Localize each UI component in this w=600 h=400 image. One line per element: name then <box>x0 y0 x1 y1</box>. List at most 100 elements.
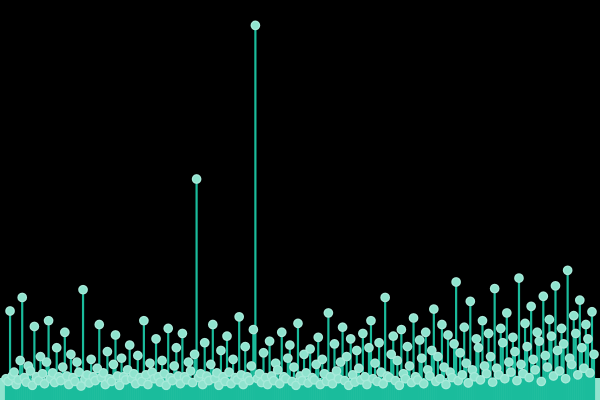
stem-marker <box>39 378 50 389</box>
stem-marker <box>428 304 439 314</box>
stem-marker <box>497 337 508 348</box>
stem-marker <box>418 378 429 389</box>
stem-marker <box>353 363 364 374</box>
stem-marker <box>392 355 403 366</box>
stem-marker <box>293 318 303 329</box>
stem-marker <box>526 301 536 312</box>
stem-marker <box>110 330 121 340</box>
stem-marker <box>506 367 516 377</box>
stem-marker <box>465 296 476 307</box>
stem-marker <box>177 328 188 339</box>
stem-marker <box>443 330 453 340</box>
stem-marker <box>562 265 573 276</box>
stem-marker <box>380 292 391 303</box>
stem-marker <box>374 337 384 348</box>
stem-marker <box>424 371 435 381</box>
stem-marker <box>542 362 553 372</box>
stem-marker <box>151 334 161 344</box>
stem-marker <box>550 280 561 291</box>
stem-marker <box>459 322 470 333</box>
stem-marker <box>576 342 587 353</box>
stem-marker <box>9 367 19 377</box>
stem-marker <box>546 331 557 341</box>
stem-marker <box>106 376 117 387</box>
stem-marker <box>455 347 466 358</box>
stem-marker <box>501 308 512 318</box>
stem-marker <box>78 284 88 295</box>
stem-marker <box>250 20 261 31</box>
stem-marker <box>589 349 599 360</box>
stem-marker <box>51 342 62 353</box>
stem-marker <box>15 355 26 366</box>
stem-marker <box>240 341 251 352</box>
stem-marker <box>59 327 70 338</box>
stem-marker <box>66 349 76 360</box>
stem-marker <box>57 362 68 372</box>
stem-marker <box>426 345 437 356</box>
stem-marker <box>311 359 322 370</box>
stem-marker <box>483 328 494 339</box>
stem-marker <box>536 376 547 387</box>
stem-marker <box>244 375 255 386</box>
stem-marker <box>471 334 482 344</box>
stem-marker <box>581 319 591 330</box>
stem-marker <box>572 369 583 380</box>
stem-marker <box>114 380 125 391</box>
stem-marker <box>189 349 200 360</box>
stem-marker <box>335 357 346 367</box>
stem-marker <box>439 362 449 372</box>
stem-marker <box>248 324 259 335</box>
stem-marker <box>554 366 565 376</box>
stem-marker <box>414 335 425 345</box>
stem-marker <box>43 315 54 326</box>
stem-marker <box>530 364 541 375</box>
stem-marker <box>558 339 569 349</box>
stem-marker <box>479 361 490 371</box>
stem-marker <box>108 359 119 370</box>
stem-marker <box>228 354 238 365</box>
stem-marker <box>246 361 257 371</box>
stem-marker <box>364 342 374 353</box>
stem-marker <box>534 336 545 347</box>
stem-marker <box>299 349 309 360</box>
stem-marker <box>285 340 295 350</box>
stem-marker <box>222 331 232 341</box>
stem-marker <box>441 379 451 390</box>
stem-marker <box>323 308 334 318</box>
stem-marker <box>475 375 486 385</box>
stem-marker <box>272 364 283 375</box>
stem-marker <box>276 327 287 338</box>
stem-marker <box>132 350 143 361</box>
stem-marker <box>234 311 245 322</box>
stem-marker <box>512 375 522 386</box>
stem-marker <box>169 361 180 371</box>
stem-marker <box>532 327 543 338</box>
stem-marker <box>457 369 468 380</box>
stem-marker <box>139 315 149 326</box>
stem-marker <box>481 368 492 379</box>
stem-marker <box>552 345 563 356</box>
stem-marker <box>329 339 340 349</box>
stem-marker <box>402 341 413 352</box>
stem-marker <box>516 359 526 370</box>
stem-marker <box>388 331 399 341</box>
stem-marker <box>544 314 555 325</box>
stem-marker <box>258 347 269 358</box>
stem-marker <box>157 355 167 366</box>
stem-marker <box>98 368 109 378</box>
stem-marker <box>345 334 356 344</box>
stem-marker <box>540 350 551 361</box>
stem-marker <box>171 342 182 353</box>
stem-marker <box>495 323 506 334</box>
stem-marker <box>264 336 275 347</box>
stem-marker <box>386 349 397 360</box>
stem-marker <box>510 346 520 357</box>
stem-marker <box>568 310 579 321</box>
stem-marker <box>327 378 338 389</box>
stem-marker <box>449 339 459 349</box>
stem-marker <box>191 174 202 184</box>
stem-marker <box>463 378 474 388</box>
stem-marker <box>477 315 488 326</box>
stem-marker <box>420 327 431 338</box>
stem-marker <box>435 373 445 384</box>
